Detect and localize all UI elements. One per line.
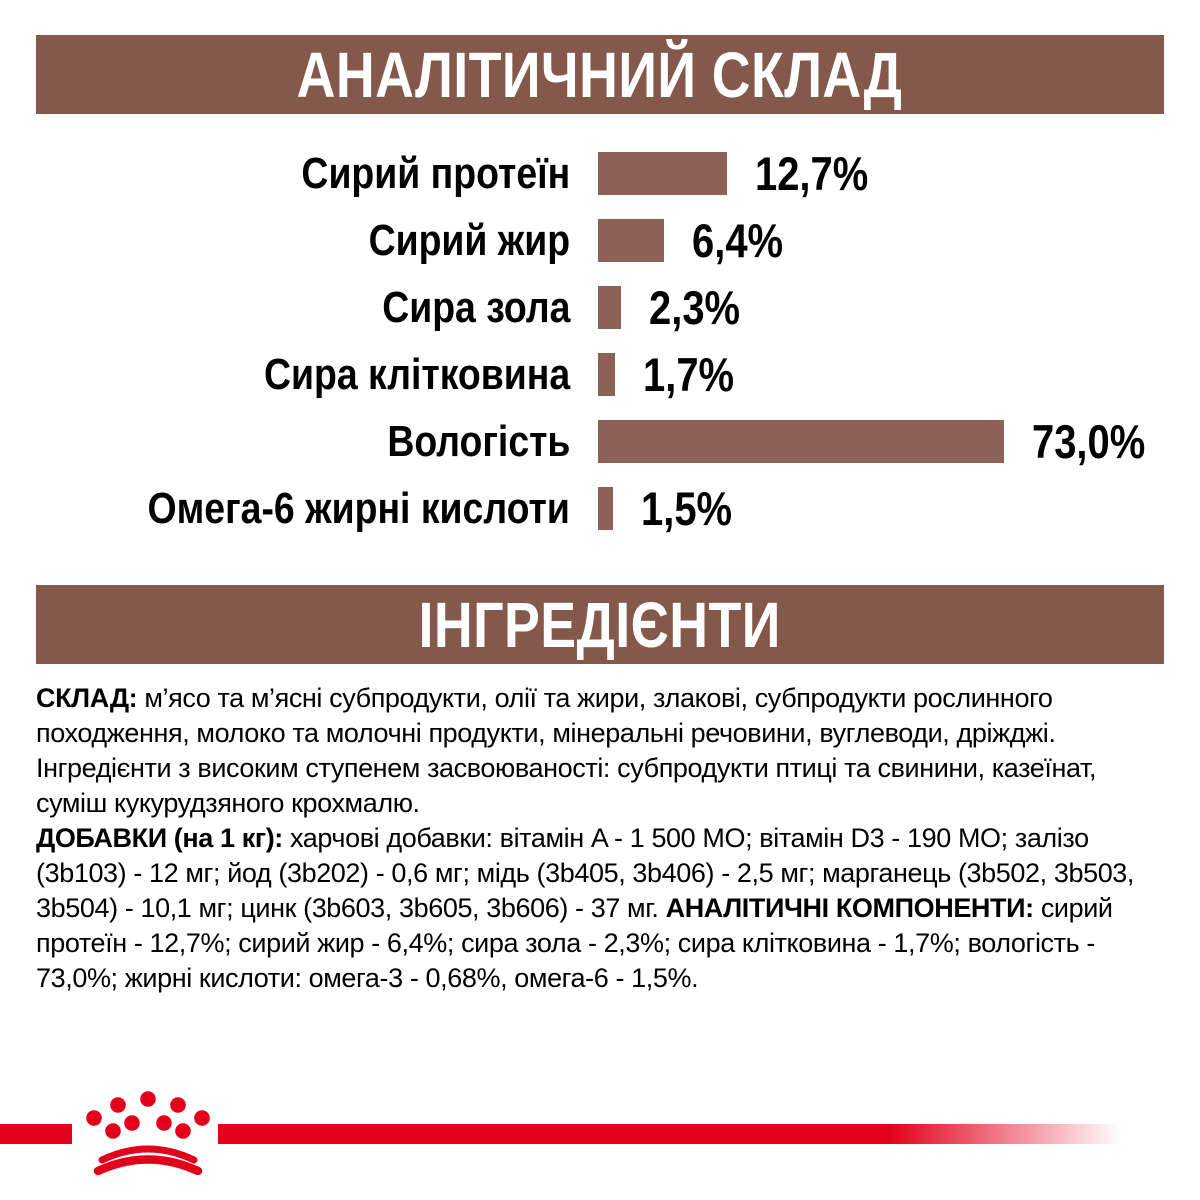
brand-stripe <box>0 1124 1200 1144</box>
chart-row: Сира клітковина 1,7% <box>0 341 1200 408</box>
analytical-composition-banner: АНАЛІТИЧНИЙ СКЛАД <box>36 35 1164 114</box>
chart-category-label: Сира зола <box>381 282 570 332</box>
chart-value-label: 73,0% <box>1032 415 1146 468</box>
crown-pearl <box>105 1123 121 1139</box>
crown-pearl <box>156 1115 172 1131</box>
chart-row: Сирий протеїн 12,7% <box>0 140 1200 207</box>
chart-value-label: 2,3% <box>649 281 741 334</box>
ingredients-title: ІНГРЕДІЄНТИ <box>418 588 782 661</box>
chart-category-label: Сира клітковина <box>263 349 570 399</box>
analytical-components-text: сирий протеїн - 12,7%; сирий жир - 6,4%;… <box>36 893 1113 993</box>
crown-base-arc <box>93 1155 203 1175</box>
chart-value-label: 1,7% <box>643 348 735 401</box>
chart-bar <box>598 219 664 262</box>
composition-paragraph: СКЛАД: м’ясо та м’ясні субпродукти, олії… <box>36 681 1164 821</box>
chart-value-label: 12,7% <box>755 147 869 200</box>
chart-row: Сирий жир 6,4% <box>0 207 1200 274</box>
additives-text: харчові добавки: вітамін A - 1 500 МО; в… <box>36 823 1135 923</box>
chart-row: Вологість 73,0% <box>0 408 1200 475</box>
chart-bar <box>598 487 613 530</box>
chart-bar <box>598 353 615 396</box>
chart-bar <box>598 420 1004 463</box>
crown-pearl <box>175 1123 191 1139</box>
ingredients-text-block: СКЛАД: м’ясо та м’ясні субпродукти, олії… <box>36 681 1164 996</box>
crown-pearl <box>110 1097 126 1113</box>
crown-pearl <box>86 1110 102 1126</box>
composition-label: СКЛАД: <box>36 683 138 713</box>
composition-text: м’ясо та м’ясні субпродукти, олії та жир… <box>36 683 1097 818</box>
additives-label: ДОБАВКИ (на 1 кг): <box>36 823 283 853</box>
chart-category-label: Сирий протеїн <box>301 148 570 198</box>
analytical-composition-title: АНАЛІТИЧНИЙ СКЛАД <box>297 38 903 111</box>
chart-row: Омега-6 жирні кислоти 1,5% <box>0 475 1200 542</box>
chart-row: Сира зола 2,3% <box>0 274 1200 341</box>
chart-value-label: 1,5% <box>641 482 733 535</box>
chart-category-label: Сирий жир <box>368 215 570 265</box>
chart-bar <box>598 286 621 329</box>
ingredients-banner: ІНГРЕДІЄНТИ <box>36 585 1164 664</box>
chart-category-label: Вологість <box>386 416 570 466</box>
crown-pearl <box>194 1110 210 1126</box>
royal-canin-crown-logo <box>86 1091 210 1175</box>
additives-paragraph: ДОБАВКИ (на 1 кг): харчові добавки: віта… <box>36 821 1164 996</box>
chart-category-label: Омега-6 жирні кислоти <box>147 483 570 533</box>
analytical-composition-bar-chart: Сирий протеїн 12,7% Сирий жир 6,4% Сира зола… <box>0 140 1200 542</box>
crown-base-arc <box>98 1145 198 1164</box>
chart-bar <box>598 152 727 195</box>
crown-pearl <box>140 1091 156 1107</box>
crown-pearl <box>124 1115 140 1131</box>
crown-pearl <box>170 1097 186 1113</box>
analytical-components-label: АНАЛІТИЧНІ КОМПОНЕНТИ: <box>665 893 1035 923</box>
chart-value-label: 6,4% <box>692 214 784 267</box>
